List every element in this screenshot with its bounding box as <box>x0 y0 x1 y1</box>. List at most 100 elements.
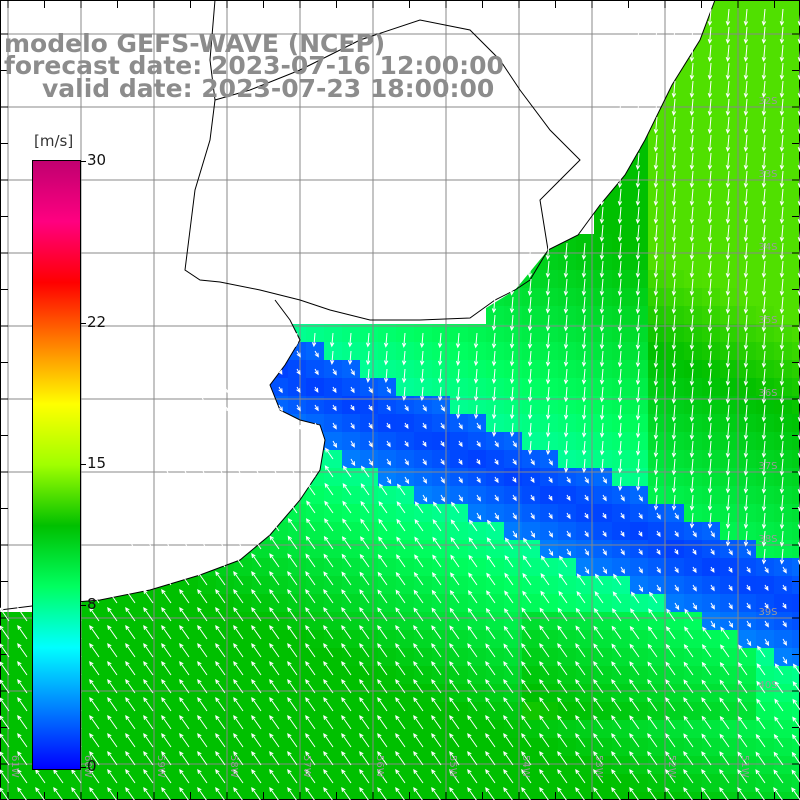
wind-arrow <box>671 98 677 117</box>
wind-arrow <box>143 516 154 532</box>
wind-cell <box>324 756 343 775</box>
wind-arrow <box>431 607 442 622</box>
wind-arrow <box>314 350 319 358</box>
wind-arrow <box>617 98 623 117</box>
wind-arrow <box>215 750 226 766</box>
wind-arrow <box>557 642 568 658</box>
wind-arrow <box>629 768 640 784</box>
wind-arrow <box>341 696 352 712</box>
wind-cell <box>792 36 800 55</box>
wind-cell <box>756 756 775 775</box>
wind-arrow <box>725 476 731 494</box>
wind-arrow <box>332 404 337 412</box>
wind-arrow <box>653 458 659 476</box>
wind-cell <box>540 576 559 595</box>
wind-arrow <box>653 170 659 189</box>
wind-arrow <box>350 368 355 376</box>
wind-cell <box>144 756 163 775</box>
wind-cell <box>612 648 631 667</box>
wind-arrow <box>584 548 589 556</box>
wind-arrow <box>653 350 659 369</box>
wind-arrow <box>620 530 625 537</box>
wind-arrow <box>548 458 553 466</box>
wind-arrow <box>530 530 536 538</box>
wind-cell <box>450 738 469 757</box>
wind-arrow <box>779 8 785 27</box>
wind-cell <box>792 252 800 271</box>
wind-cell <box>504 558 523 577</box>
wind-cell <box>324 612 343 631</box>
wind-arrow <box>503 714 514 730</box>
wind-arrow <box>486 554 496 568</box>
wind-cell <box>18 756 37 775</box>
wind-arrow <box>330 350 335 365</box>
wind-cell <box>684 630 703 649</box>
wind-arrow <box>635 458 641 474</box>
wind-arrow <box>629 625 640 640</box>
wind-cell <box>414 504 433 523</box>
wind-arrow <box>413 750 424 766</box>
wind-arrow <box>512 530 518 539</box>
wind-arrow <box>575 714 586 730</box>
wind-cell <box>396 576 415 595</box>
wind-cell <box>576 648 595 667</box>
wind-cell <box>360 594 379 613</box>
wind-arrow <box>761 26 767 45</box>
wind-arrow <box>581 404 587 421</box>
wind-arrow <box>761 62 767 81</box>
wind-arrow <box>294 332 299 348</box>
wind-arrow <box>305 642 316 658</box>
wind-arrow <box>359 642 370 658</box>
wind-arrow <box>638 548 643 556</box>
wind-cell <box>684 720 703 739</box>
wind-cell <box>702 702 721 721</box>
wind-cell <box>180 720 199 739</box>
wind-arrow <box>764 602 769 610</box>
wind-arrow <box>638 566 643 574</box>
wind-arrow <box>725 152 731 171</box>
wind-cell <box>378 630 397 649</box>
wind-arrow <box>647 661 658 676</box>
wind-cell <box>702 774 721 793</box>
wind-arrow <box>599 440 605 456</box>
wind-arrow <box>359 678 370 694</box>
wind-arrow <box>503 732 514 748</box>
wind-cell <box>180 792 199 800</box>
wind-cell <box>612 774 631 793</box>
wind-arrow <box>179 552 190 568</box>
wind-cell <box>648 702 667 721</box>
wind-arrow <box>611 750 622 766</box>
wind-cell <box>144 720 163 739</box>
wind-arrow <box>629 696 640 712</box>
wind-arrow <box>305 624 316 640</box>
wind-cell <box>306 792 325 800</box>
wind-arrow <box>467 750 478 766</box>
wind-cell <box>342 792 361 800</box>
wind-arrow <box>242 350 247 358</box>
wind-arrow <box>707 260 713 279</box>
wind-arrow <box>251 732 262 748</box>
wind-arrow <box>689 152 695 171</box>
wind-cell <box>324 594 343 613</box>
wind-cell <box>396 666 415 685</box>
wind-arrow <box>635 350 641 368</box>
wind-arrow <box>557 678 568 694</box>
wind-arrow <box>161 696 172 712</box>
wind-arrow <box>671 386 677 405</box>
wind-arrow <box>779 494 785 512</box>
wind-cell <box>450 540 469 559</box>
wind-arrow <box>473 386 479 402</box>
wind-cell <box>486 684 505 703</box>
wind-arrow <box>761 476 767 494</box>
wind-cell <box>324 774 343 793</box>
wind-arrow <box>395 642 406 658</box>
wind-arrow <box>779 404 785 423</box>
wind-arrow <box>269 714 280 730</box>
wind-arrow <box>671 152 677 171</box>
wind-arrow <box>656 548 661 556</box>
wind-arrow <box>89 768 100 784</box>
wind-cell <box>324 720 343 739</box>
wind-cell <box>792 54 800 73</box>
wind-arrow <box>593 643 604 658</box>
wind-arrow <box>107 588 118 604</box>
